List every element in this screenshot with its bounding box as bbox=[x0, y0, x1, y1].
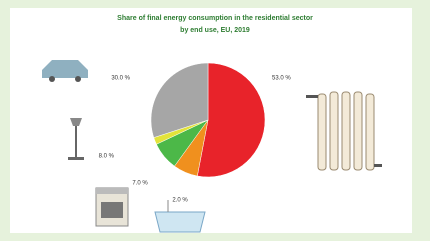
chart-title: Share of final energy consumption in the… bbox=[117, 15, 313, 22]
chart-subtitle: by end use, EU, 2019 bbox=[180, 27, 250, 34]
slice-label: 30.0 % bbox=[111, 76, 130, 82]
slice-label: 8.0 % bbox=[99, 154, 115, 160]
chart: Share of final energy consumption in the… bbox=[0, 0, 430, 241]
stove-icon bbox=[96, 188, 128, 226]
slice-label: 53.0 % bbox=[272, 76, 291, 82]
slice-label: 7.0 % bbox=[132, 181, 148, 187]
slice-label: 2.0 % bbox=[172, 198, 188, 204]
